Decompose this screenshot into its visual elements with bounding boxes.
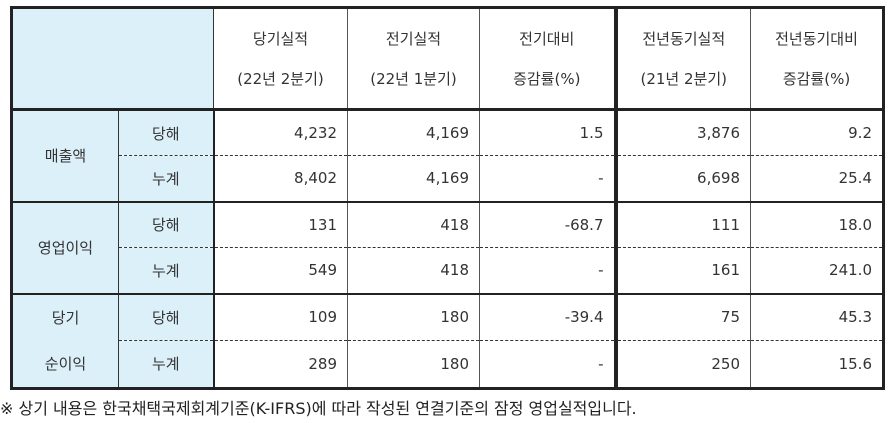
row-group-label-line2: 순이익 — [44, 354, 87, 373]
col-header-yoy-change: 전년동기대비 증감률(%) — [750, 6, 885, 111]
table-cell: 180 — [347, 293, 480, 342]
col-header-line1: 전년동기실적 — [642, 29, 726, 48]
table-cell: - — [479, 340, 618, 390]
table-cell: 161 — [615, 247, 751, 295]
header-corner — [10, 6, 214, 111]
table-cell: 15.6 — [750, 340, 885, 390]
table-cell: 109 — [213, 293, 348, 342]
earnings-table: 당기실적 (22년 2분기) 전기실적 (22년 1분기) 전기대비 증감률(%… — [10, 6, 885, 390]
table-cell: 111 — [615, 201, 751, 248]
row-sub-label: 당해 — [118, 293, 215, 342]
table-cell: -68.7 — [479, 201, 618, 248]
row-sub-label: 누계 — [118, 247, 215, 295]
col-header-line1: 당기실적 — [252, 29, 309, 48]
col-header-qoq-change: 전기대비 증감률(%) — [479, 6, 618, 111]
row-group-label-line1: 당기 — [51, 308, 80, 327]
table-cell: 6,698 — [615, 155, 751, 203]
table-cell: 4,169 — [347, 155, 480, 203]
row-sub-label: 누계 — [118, 155, 215, 203]
table-cell: 75 — [615, 293, 751, 342]
table-cell: 241.0 — [750, 247, 885, 295]
table-cell: 418 — [347, 201, 480, 248]
table-cell: 8,402 — [213, 155, 348, 203]
footnote: ※ 상기 내용은 한국채택국제회계기준(K-IFRS)에 따라 작성된 연결기준… — [0, 399, 637, 418]
col-header-line1: 전기실적 — [385, 29, 442, 48]
table-cell: 180 — [347, 340, 480, 390]
row-sub-label: 누계 — [118, 340, 215, 390]
col-header-line2: 증감률(%) — [513, 69, 581, 88]
row-sub-label: 당해 — [118, 201, 215, 248]
col-header-line1: 전기대비 — [519, 29, 575, 48]
table-cell: 4,169 — [347, 109, 480, 156]
row-group-net-income: 당기 순이익 — [10, 293, 119, 390]
table-cell: 4,232 — [213, 109, 348, 156]
table-cell: 250 — [615, 340, 751, 390]
table-cell: 418 — [347, 247, 480, 295]
table-cell: -39.4 — [479, 293, 618, 342]
table-cell: 1.5 — [479, 109, 618, 156]
col-header-line2: (21년 2분기) — [640, 69, 727, 88]
row-group-operating-profit: 영업이익 — [10, 201, 119, 295]
table-cell: 131 — [213, 201, 348, 248]
col-header-previous: 전기실적 (22년 1분기) — [347, 6, 480, 111]
col-header-last-year: 전년동기실적 (21년 2분기) — [615, 6, 751, 111]
col-header-current: 당기실적 (22년 2분기) — [213, 6, 348, 111]
table-cell: 18.0 — [750, 201, 885, 248]
table-cell: - — [479, 247, 618, 295]
table-cell: - — [479, 155, 618, 203]
table-cell: 9.2 — [750, 109, 885, 156]
table-cell: 25.4 — [750, 155, 885, 203]
table-cell: 549 — [213, 247, 348, 295]
table-cell: 45.3 — [750, 293, 885, 342]
row-group-revenue: 매출액 — [10, 109, 119, 203]
col-header-line2: 증감률(%) — [782, 69, 851, 88]
table-cell: 289 — [213, 340, 348, 390]
row-sub-label: 당해 — [118, 109, 215, 156]
table-cell: 3,876 — [615, 109, 751, 156]
col-header-line1: 전년동기대비 — [775, 29, 858, 48]
col-header-line2: (22년 2분기) — [237, 69, 324, 88]
col-header-line2: (22년 1분기) — [370, 69, 457, 88]
